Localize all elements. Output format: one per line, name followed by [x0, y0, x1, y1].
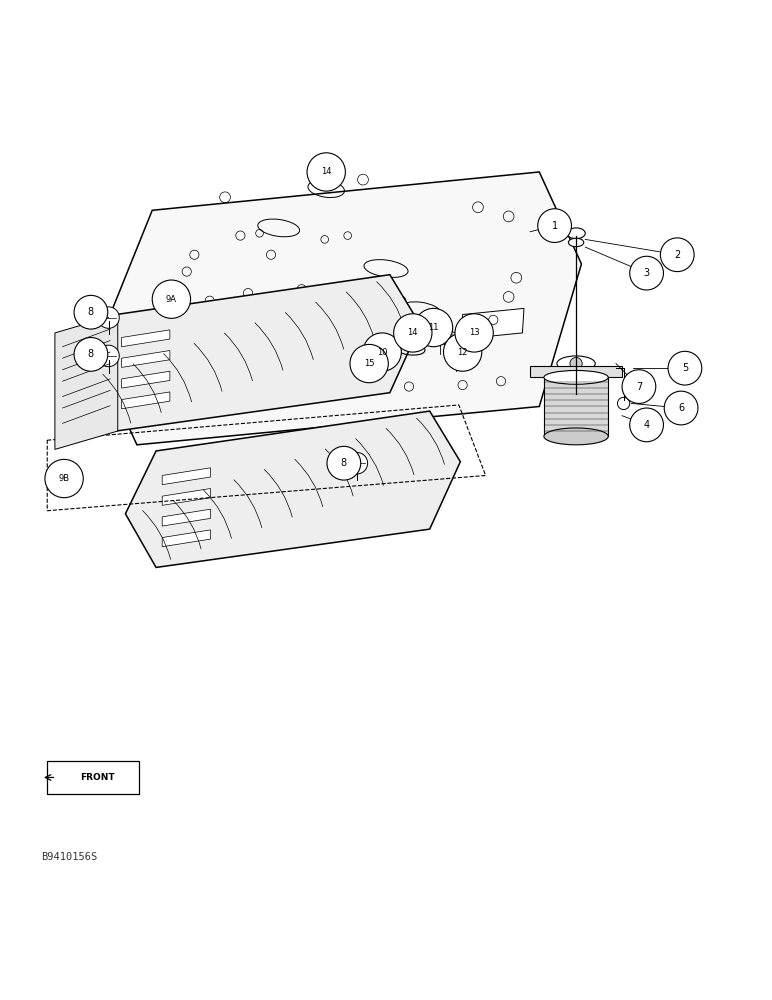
Circle shape [570, 357, 582, 370]
Text: 2: 2 [674, 250, 680, 260]
Circle shape [415, 308, 452, 347]
Text: 12: 12 [457, 348, 468, 357]
Text: 10: 10 [377, 348, 388, 357]
Polygon shape [121, 371, 170, 388]
Text: FRONT: FRONT [80, 773, 114, 782]
Circle shape [327, 446, 361, 480]
Ellipse shape [557, 356, 595, 371]
Text: 14: 14 [321, 167, 331, 176]
Polygon shape [530, 366, 622, 377]
Ellipse shape [568, 238, 584, 247]
Polygon shape [86, 275, 421, 431]
Polygon shape [121, 330, 170, 347]
Text: 8: 8 [340, 458, 347, 468]
Circle shape [98, 307, 120, 328]
Circle shape [307, 153, 345, 191]
FancyBboxPatch shape [47, 761, 139, 794]
Circle shape [98, 345, 120, 367]
Text: 1: 1 [551, 221, 557, 231]
Polygon shape [162, 468, 211, 485]
Text: 14: 14 [408, 328, 418, 337]
Text: 8: 8 [88, 307, 94, 317]
Circle shape [363, 333, 401, 371]
Polygon shape [544, 377, 608, 436]
Text: 13: 13 [469, 328, 479, 337]
Circle shape [630, 256, 663, 290]
Polygon shape [121, 392, 170, 409]
Text: 6: 6 [678, 403, 684, 413]
Text: 5: 5 [682, 363, 688, 373]
Circle shape [660, 238, 694, 272]
Circle shape [74, 295, 108, 329]
Text: 3: 3 [644, 268, 650, 278]
Ellipse shape [451, 344, 461, 350]
Polygon shape [162, 489, 211, 505]
Text: 9B: 9B [59, 474, 69, 483]
Circle shape [152, 280, 191, 318]
Text: 4: 4 [644, 420, 650, 430]
Text: 15: 15 [364, 359, 374, 368]
Text: 9A: 9A [166, 295, 177, 304]
Ellipse shape [544, 428, 608, 445]
Text: 8: 8 [88, 349, 94, 359]
Polygon shape [461, 308, 524, 339]
Polygon shape [162, 509, 211, 526]
Ellipse shape [445, 334, 455, 341]
Circle shape [668, 351, 702, 385]
Text: 7: 7 [636, 382, 642, 392]
Circle shape [618, 397, 630, 410]
Polygon shape [162, 530, 211, 547]
Polygon shape [55, 315, 118, 449]
Circle shape [538, 209, 571, 242]
Circle shape [45, 459, 83, 498]
Circle shape [455, 314, 493, 352]
Circle shape [443, 333, 482, 371]
Circle shape [664, 391, 698, 425]
Ellipse shape [435, 327, 445, 333]
Polygon shape [125, 411, 460, 567]
Ellipse shape [544, 370, 608, 384]
Polygon shape [121, 351, 170, 367]
Text: 11: 11 [428, 323, 438, 332]
Circle shape [346, 452, 367, 474]
Text: B9410156S: B9410156S [41, 852, 97, 862]
Ellipse shape [567, 228, 585, 239]
Circle shape [622, 370, 655, 403]
Circle shape [74, 338, 108, 371]
Circle shape [350, 344, 388, 383]
Polygon shape [95, 172, 581, 445]
Circle shape [394, 314, 432, 352]
Circle shape [630, 408, 663, 442]
